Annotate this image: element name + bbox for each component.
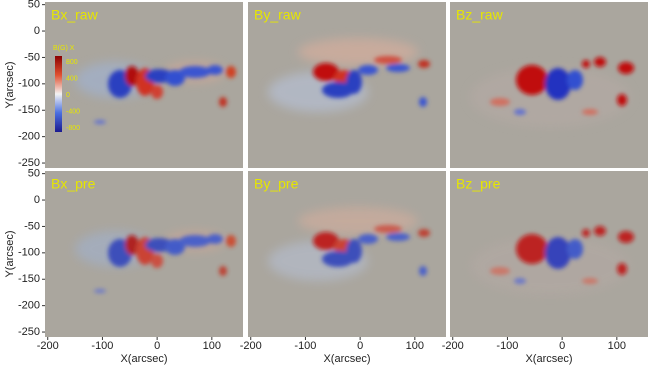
y-tick-label: -150 [18, 273, 40, 285]
y-tick-label: -250 [18, 157, 40, 169]
x-tick-label: 100 [203, 340, 221, 352]
colorbar-tick-label: -400 [66, 108, 80, 115]
panel-label: Bx_pre [51, 176, 96, 192]
panel-label: Bz_raw [456, 7, 504, 23]
x-tick-label: -100 [91, 340, 113, 352]
panel-label: Bx_raw [51, 7, 99, 23]
y-tick-label: -200 [18, 300, 40, 312]
colorbar-tick-label: 0 [66, 92, 70, 99]
panel: By_pre [248, 171, 446, 337]
y-tick-label: -100 [18, 78, 40, 90]
panel-label: Bz_pre [456, 176, 501, 192]
x-tick-label: -100 [294, 340, 316, 352]
x-axis-label: X(arcsec) [323, 353, 370, 365]
panel-label: By_raw [254, 7, 302, 23]
y-tick-label: -50 [24, 220, 40, 232]
colorbar-tick-label: 800 [66, 59, 78, 66]
colorbar-scale [55, 56, 62, 132]
x-axis-label: X(arcsec) [525, 353, 572, 365]
x-tick-label: -200 [240, 340, 262, 352]
x-tick-label: -200 [37, 340, 59, 352]
y-axis-label: Y(arcsec) [4, 61, 16, 108]
panel: Bx_pre [45, 171, 243, 337]
x-tick-label: 0 [357, 340, 363, 352]
y-tick-label: -50 [24, 51, 40, 63]
y-tick-label: 50 [28, 168, 40, 180]
x-tick-label: 0 [154, 340, 160, 352]
y-tick-label: -100 [18, 247, 40, 259]
y-tick-label: 50 [28, 0, 40, 11]
panel: Bx_raw [45, 2, 243, 168]
y-axis-label: Y(arcsec) [4, 230, 16, 277]
panel: Bz_pre [450, 171, 648, 337]
x-axis-label: X(arcsec) [120, 353, 167, 365]
colorbar: B(G) X 800 400 0 -400 -800 [53, 45, 80, 132]
panel: Bz_raw [450, 2, 648, 168]
colorbar-tick-label: 400 [66, 75, 78, 82]
x-tick-label: -100 [496, 340, 518, 352]
panel-label: By_pre [254, 176, 299, 192]
panel: By_raw [248, 2, 446, 168]
colorbar-tick-label: -800 [66, 125, 80, 132]
x-tick-label: 0 [559, 340, 565, 352]
y-tick-label: -150 [18, 104, 40, 116]
y-tick-label: -200 [18, 131, 40, 143]
y-tick-label: 0 [34, 194, 40, 206]
colorbar-title: B(G) X [53, 45, 75, 52]
x-tick-label: 100 [608, 340, 626, 352]
x-tick-label: -200 [442, 340, 464, 352]
y-tick-label: -250 [18, 326, 40, 338]
y-tick-label: 0 [34, 25, 40, 37]
x-tick-label: 100 [406, 340, 424, 352]
